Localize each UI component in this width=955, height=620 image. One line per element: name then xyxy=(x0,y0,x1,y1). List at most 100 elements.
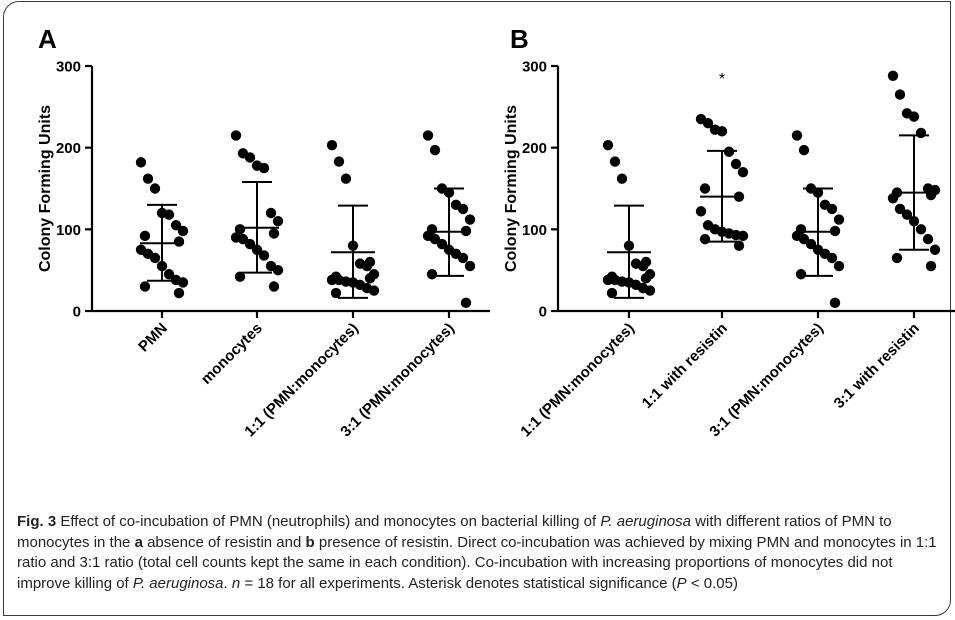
data-point xyxy=(177,277,189,288)
data-point xyxy=(925,260,937,272)
panel-a: A 0 100 200 300 Colony Forming Units PMN monocy… xyxy=(37,24,490,440)
data-point xyxy=(640,256,652,268)
x-category-label: 1:1 with resistin xyxy=(639,320,731,412)
caption-text-1: Effect of co-incubation of PMN (neutroph… xyxy=(56,513,601,530)
data-point xyxy=(606,287,618,299)
caption-text-6: = 18 for all experiments. Asterisk denot… xyxy=(240,574,677,592)
x-category-label: monocytes xyxy=(198,320,266,388)
caption-text-7: < 0.05) xyxy=(686,574,738,592)
data-point xyxy=(826,252,838,264)
data-point xyxy=(733,240,745,251)
x-category-label: 1:1 (PMN:monocytes) xyxy=(517,320,637,440)
data-point xyxy=(177,225,189,237)
caption-fig-label: Fig. 3 xyxy=(17,513,57,530)
data-point xyxy=(163,209,175,220)
data-point xyxy=(695,206,707,217)
data-point xyxy=(268,228,280,239)
data-point xyxy=(272,264,284,276)
data-point xyxy=(901,209,913,220)
data-point xyxy=(340,173,352,184)
data-point xyxy=(699,183,711,194)
panel-label-a: A xyxy=(38,24,57,54)
caption-text-4: presence of resistin. Direct co-incubati… xyxy=(17,533,937,592)
data-point xyxy=(922,233,934,245)
caption-text-2: with different ratios of PMN to monocyte… xyxy=(17,513,892,551)
data-point xyxy=(234,271,246,282)
data-point xyxy=(929,244,941,255)
caption-text-5: . xyxy=(223,574,232,592)
y-tick-label: 100 xyxy=(56,222,81,239)
data-point xyxy=(894,203,906,215)
y-tick-label: 100 xyxy=(522,222,547,239)
figure-panels: A 0 100 200 300 Colony Forming Units PMN monocy… xyxy=(37,24,955,440)
data-point xyxy=(265,207,277,219)
data-point xyxy=(457,252,469,264)
data-point xyxy=(737,230,749,242)
data-point xyxy=(149,252,161,264)
data-point xyxy=(894,89,906,100)
caption-organism-1: P. aeruginosa xyxy=(600,513,691,530)
data-point xyxy=(436,238,448,250)
data-point xyxy=(429,144,441,156)
data-point xyxy=(426,269,438,280)
x-category-label: PMN xyxy=(135,320,171,356)
y-tick-label: 300 xyxy=(522,59,547,76)
figure-frame xyxy=(3,1,951,616)
figure-caption: Fig. 3 Effect of co-incubation of PMN (n… xyxy=(17,512,942,594)
data-point xyxy=(730,158,742,170)
data-point xyxy=(258,162,270,174)
data-point xyxy=(149,183,161,194)
data-point xyxy=(364,256,376,268)
y-tick-label: 200 xyxy=(522,140,547,157)
data-point xyxy=(135,157,147,168)
data-point xyxy=(258,250,270,261)
data-point xyxy=(244,152,256,163)
y-tick-label: 200 xyxy=(56,140,81,157)
data-point xyxy=(333,156,345,167)
data-point xyxy=(699,233,711,245)
caption-panel-b-ref: b xyxy=(305,533,315,551)
data-point xyxy=(464,260,476,272)
data-point xyxy=(737,166,749,178)
data-point xyxy=(139,281,151,292)
panel-label-b: B xyxy=(510,24,529,54)
data-point xyxy=(925,189,937,201)
data-point xyxy=(791,130,803,141)
y-axis-label: Colony Forming Units xyxy=(37,105,54,272)
data-point xyxy=(272,215,284,227)
data-point xyxy=(170,220,182,231)
x-category-label: 3:1 with resistin xyxy=(831,320,923,412)
significance-asterisk: * xyxy=(719,71,725,88)
data-point xyxy=(798,144,810,156)
y-tick-label: 300 xyxy=(56,59,81,76)
data-point xyxy=(887,70,899,82)
data-point xyxy=(609,156,621,167)
y-tick-label: 0 xyxy=(539,304,547,321)
data-point xyxy=(644,285,656,296)
data-point xyxy=(805,238,817,250)
data-point xyxy=(640,273,652,284)
y-tick-label: 0 xyxy=(73,304,81,321)
panel-b: B 0 100 200 300 Colony Forming Units 1:1 (PMN:… xyxy=(503,24,955,440)
data-point xyxy=(464,214,476,225)
data-point xyxy=(173,236,185,247)
data-point xyxy=(829,297,841,309)
data-point xyxy=(460,297,472,309)
caption-organism-2: P. aeruginosa xyxy=(132,574,224,592)
data-point xyxy=(702,117,714,129)
data-point xyxy=(163,269,175,280)
data-point xyxy=(833,260,845,272)
caption-n-variable: n xyxy=(231,574,241,592)
data-point xyxy=(422,130,434,141)
data-point xyxy=(364,273,376,284)
data-point xyxy=(716,126,728,137)
data-point xyxy=(908,111,920,122)
data-point xyxy=(887,193,899,204)
data-point xyxy=(833,214,845,225)
data-point xyxy=(244,238,256,250)
data-point xyxy=(457,203,469,215)
data-point xyxy=(795,269,807,280)
caption-panel-a-ref: a xyxy=(134,533,143,551)
data-point xyxy=(230,130,242,141)
data-point xyxy=(330,287,342,299)
